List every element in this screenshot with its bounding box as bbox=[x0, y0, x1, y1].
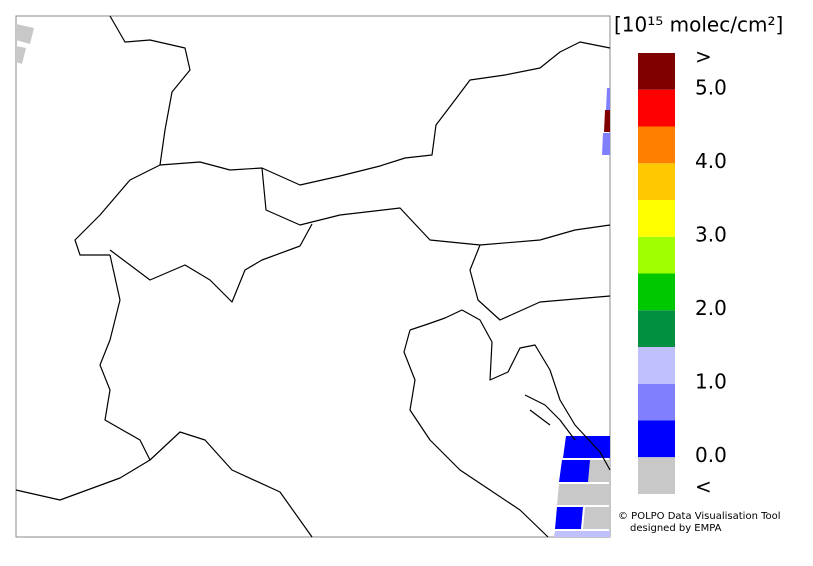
colorbar-under-label: < bbox=[695, 475, 712, 499]
country-borders bbox=[15, 15, 611, 538]
colorbar-tick-label: 1.0 bbox=[695, 369, 727, 393]
colorbar-box bbox=[638, 89, 675, 127]
credit-line: designed by EMPA bbox=[630, 523, 722, 534]
colorbar-tick-label: 2.0 bbox=[695, 296, 727, 320]
colorbar-tick-label: 5.0 bbox=[695, 75, 727, 99]
colorbar-tick-label: 0.0 bbox=[695, 443, 727, 467]
colorbar-box bbox=[638, 383, 675, 421]
colorbar-box bbox=[638, 236, 675, 274]
satellite-pixels bbox=[16, 24, 610, 537]
colorbar-box bbox=[638, 347, 675, 384]
colorbar-tick-label: 4.0 bbox=[695, 149, 727, 173]
colorbar-box bbox=[638, 273, 675, 311]
colorbar: [10¹⁵ molec/cm²] > <0.0 1.0 2.0 3.0 4.0 5.0 bbox=[614, 13, 783, 499]
colorbar-tick-label: 3.0 bbox=[695, 222, 727, 246]
colorbar-box bbox=[638, 310, 675, 347]
map-frame bbox=[15, 15, 611, 538]
colorbar-over bbox=[638, 53, 675, 90]
colorbar-box bbox=[638, 163, 675, 200]
colorbar-under bbox=[638, 457, 675, 494]
colorbar-box bbox=[638, 200, 675, 237]
colorbar-over-label: > bbox=[695, 45, 712, 69]
colorbar-box bbox=[638, 126, 675, 164]
credit-line: © POLPO Data Visualisation Tool bbox=[618, 511, 781, 522]
colorbar-title: [10¹⁵ molec/cm²] bbox=[614, 13, 783, 37]
colorbar-box bbox=[638, 420, 675, 458]
